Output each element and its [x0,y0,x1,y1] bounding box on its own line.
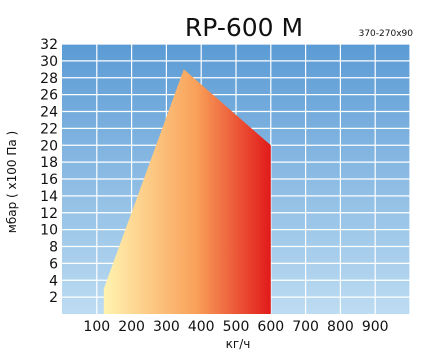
x-tick-label: 800 [327,319,354,335]
x-tick-label: 700 [292,319,319,335]
y-tick-label: 28 [40,71,58,87]
y-tick-label: 6 [49,256,58,272]
x-axis-ticks: 100 200 300 400 500 600 700 800 900 [83,319,388,335]
x-axis-label: кг/ч [226,337,251,351]
y-tick-label: 20 [40,138,58,154]
x-tick-label: 100 [83,319,110,335]
x-tick-label: 400 [188,319,215,335]
y-tick-label: 32 [40,37,58,53]
x-tick-label: 200 [118,319,145,335]
y-tick-label: 12 [40,206,58,222]
y-tick-label: 14 [40,189,58,205]
y-tick-label: 18 [40,155,58,171]
y-tick-label: 22 [40,121,58,137]
x-tick-label: 900 [362,319,389,335]
x-tick-label: 500 [223,319,250,335]
x-tick-label: 600 [257,319,284,335]
chart-title: RP-600 M [185,13,303,42]
chart-subtitle: 370-270x90 [359,29,414,39]
y-axis-label: мбар ( x100 Па ) [5,131,19,233]
y-tick-label: 4 [49,273,58,289]
y-tick-label: 10 [40,223,58,239]
y-tick-label: 8 [49,240,58,256]
y-tick-label: 24 [40,105,58,121]
x-tick-label: 300 [153,319,180,335]
y-tick-label: 2 [49,290,58,306]
y-tick-label: 26 [40,88,58,104]
working-range-area [103,69,271,314]
y-tick-label: 30 [40,54,58,70]
y-tick-label: 16 [40,172,58,188]
